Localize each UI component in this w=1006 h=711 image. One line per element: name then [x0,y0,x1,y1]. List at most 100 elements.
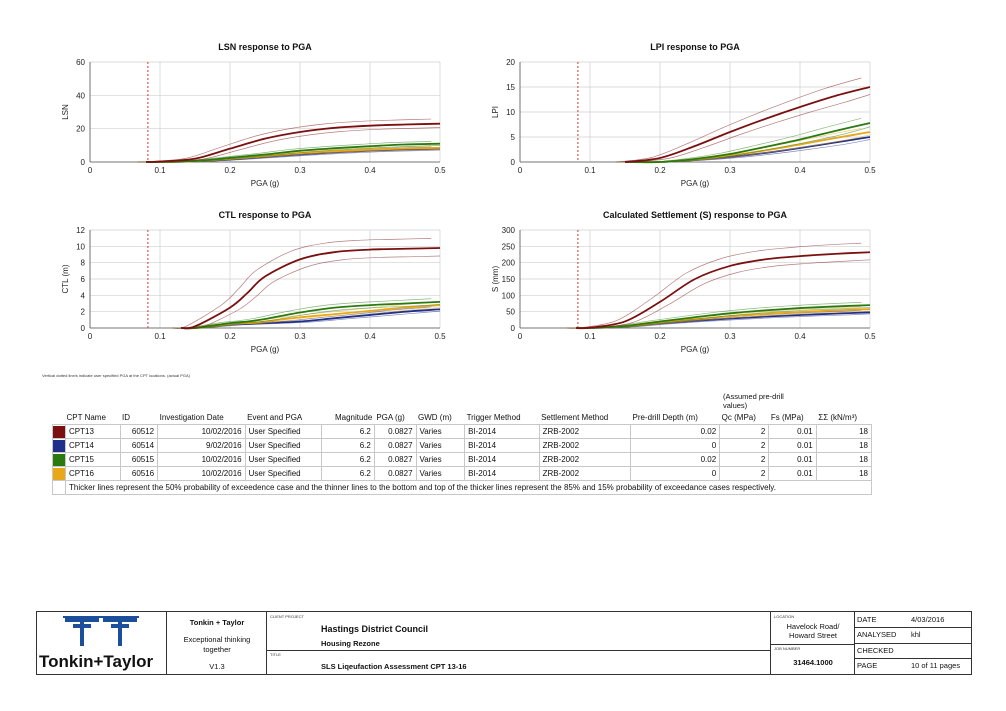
header-fs: Fs (MPa) [770,413,804,422]
settlement-ytick-label: 50 [506,308,515,317]
cell-name: CPT15 [65,452,121,467]
table-row: CPT14 60514 9/02/2016 User Specified 6.2 0.08… [52,438,873,453]
ctl-series-cpt15-upper [172,298,432,329]
cell-id: 60515 [119,452,159,467]
cell-date: 10/02/2016 [157,452,246,467]
cell-qc: 2 [719,438,770,453]
cell-pga: 0.0827 [373,438,417,453]
cell-gwd: Varies [415,452,466,467]
ctl-xtick-label: 0.3 [294,332,306,341]
lsn-xtick-label: 0 [88,166,93,175]
cell-trigger: BI-2014 [464,424,540,439]
settlement-series-cpt13 [575,251,871,330]
header-date: Investigation Date [159,413,224,422]
cell-predrill: 0 [630,438,721,453]
header-pga: PGA (g) [376,413,405,422]
tonkin-taylor-logo [63,616,139,646]
settlement-series-cpt13-lower [584,259,871,329]
table-row: CPT15 60515 10/02/2016 User Specified 6.2 0.0… [52,452,873,467]
cell-id: 60514 [119,438,159,453]
client-name: Hastings District Council [321,624,429,634]
cell-trigger: BI-2014 [464,452,540,467]
cell-predrill: 0.02 [630,452,721,467]
cell-name: CPT14 [65,438,121,453]
lsn-xtick-label: 0.1 [154,166,166,175]
analysed-label: ANALYSED [857,630,897,639]
cell-id: 60512 [119,424,159,439]
logo-box: Tonkin+Taylor [37,612,167,674]
cell-name: CPT16 [65,466,121,481]
ctl-xtick-label: 0.5 [434,332,446,341]
job-label: JOB NUMBER [774,646,801,651]
date-value: 4/03/2016 [911,615,945,624]
table-row: CPT13 60512 10/02/2016 User Specified 6.2 0.0… [52,424,873,439]
settlement-ylabel: S (mm) [491,266,500,293]
header-trigger: Trigger Method [466,413,521,422]
ctl-xtick-label: 0.4 [364,332,376,341]
row-swatch [52,466,66,481]
title-divider [267,650,771,651]
header-gamma: ΣΣ (kN/m³) [818,413,858,422]
project-column: CLIENT PROJECT Hastings District Council… [267,612,771,674]
ctl-ytick-label: 4 [81,291,86,300]
cell-id: 60516 [119,466,159,481]
lsn-ytick-label: 20 [76,125,85,134]
header-event: Event and PGA [247,413,303,422]
ctl-series-cpt13 [180,247,441,330]
client-label: CLIENT PROJECT [270,614,304,619]
header-id: ID [122,413,131,422]
cell-event: User Specified [244,424,322,439]
settlement-xlabel: PGA (g) [681,345,710,354]
settlement-xtick-label: 0.3 [724,332,736,341]
table-note-row: Thicker lines represent the 50% probabil… [52,480,872,495]
cell-pga: 0.0827 [373,452,417,467]
cell-qc: 2 [719,452,770,467]
ctl-series-cpt14-lower [189,310,441,329]
cell-pga: 0.0827 [373,466,417,481]
cell-magnitude: 6.2 [320,424,375,439]
note-spacer [52,480,66,495]
lpi-series-cpt13-lower [633,94,871,163]
settlement-xtick-label: 0 [518,332,523,341]
header-gwd: GWD (m) [418,413,452,422]
meta-divider-2 [855,643,971,644]
cell-gamma: 18 [815,438,873,453]
cell-gwd: Varies [415,424,466,439]
lsn-chart-title: LSN response to PGA [218,42,312,52]
lsn-ytick-label: 0 [81,158,86,167]
cell-pga: 0.0827 [373,424,417,439]
cell-settlement: ZRB-2002 [538,466,632,481]
date-label: DATE [857,615,877,624]
lpi-chart-title: LPI response to PGA [650,42,740,52]
page-label: PAGE [857,661,878,670]
cell-settlement: ZRB-2002 [538,452,632,467]
title-block: Tonkin+Taylor Tonkin + Taylor Exceptiona… [36,611,972,675]
cell-event: User Specified [244,466,322,481]
cell-gamma: 18 [815,452,873,467]
ctl-series-cpt13-upper [172,238,432,329]
lsn-series-cpt13 [145,122,441,163]
cpt-table: CPT Name ID Investigation Date Event and… [52,411,873,495]
meta-divider-3 [855,658,971,659]
lpi-ylabel: LPI [491,106,500,118]
cell-date: 10/02/2016 [157,466,246,481]
settlement-ytick-label: 200 [502,259,516,268]
cell-magnitude: 6.2 [320,452,375,467]
lpi-ytick-label: 20 [506,58,515,67]
lpi-ytick-label: 0 [511,158,516,167]
lsn-ytick-label: 40 [76,91,85,100]
pga-footnote: Vertical dotted line/s indicate user spe… [42,373,191,378]
row-swatch [52,424,66,439]
lpi-xtick-label: 0 [518,166,523,175]
settlement-xtick-label: 0.1 [584,332,596,341]
lpi-ytick-label: 5 [511,133,516,142]
cell-settlement: ZRB-2002 [538,424,632,439]
lpi-series-cpt15 [624,122,871,164]
cell-fs: 0.01 [768,438,817,453]
cell-event: User Specified [244,438,322,453]
cell-date: 10/02/2016 [157,424,246,439]
ctl-xlabel: PGA (g) [251,345,280,354]
lpi-xtick-label: 0.5 [864,166,876,175]
location-label: LOCATION [774,614,795,619]
lsn-series-cpt15 [145,142,441,163]
